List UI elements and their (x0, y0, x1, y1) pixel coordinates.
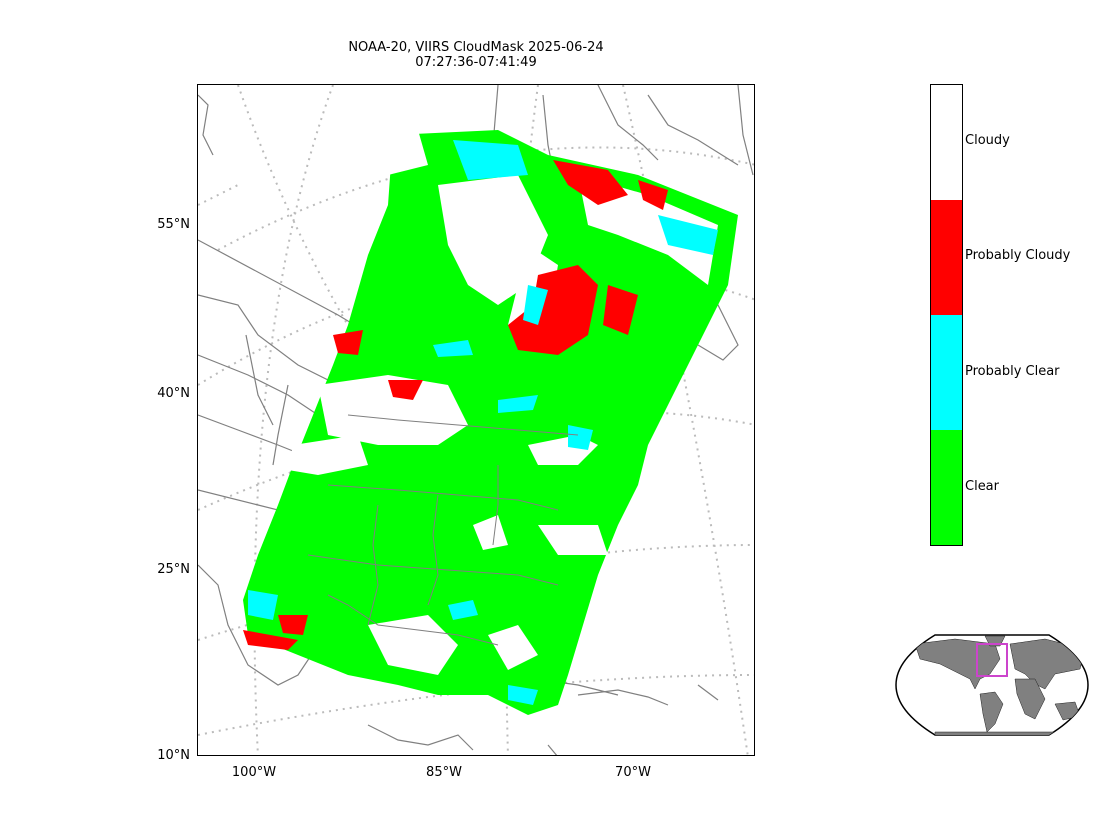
map-panel (197, 84, 755, 756)
inset-globe (895, 634, 1089, 736)
title-line-2: 07:27:36-07:41:49 (415, 55, 537, 70)
colorbar (930, 84, 963, 546)
lon-label-70w: 70°W (615, 765, 651, 780)
lat-label-10: 10°N (157, 748, 190, 763)
colorbar-probably-cloudy (931, 200, 962, 315)
lat-label-40: 40°N (157, 386, 190, 401)
lon-label-85w: 85°W (426, 765, 462, 780)
lat-label-55: 55°N (157, 217, 190, 232)
colorbar-label-probably-cloudy: Probably Cloudy (965, 248, 1071, 263)
colorbar-clear (931, 430, 962, 545)
lat-label-25: 25°N (157, 562, 190, 577)
map-title: NOAA-20, VIIRS CloudMask 2025-06-24 07:2… (197, 40, 755, 70)
cloudmask-swath (243, 130, 738, 720)
map-canvas (198, 85, 754, 755)
lon-label-100w: 100°W (231, 765, 277, 780)
colorbar-label-cloudy: Cloudy (965, 133, 1010, 148)
colorbar-probably-clear (931, 315, 962, 430)
title-line-1: NOAA-20, VIIRS CloudMask 2025-06-24 (348, 40, 604, 55)
overlay-borders (307, 414, 579, 646)
colorbar-label-probably-clear: Probably Clear (965, 364, 1060, 379)
colorbar-label-clear: Clear (965, 479, 999, 494)
inset-region-box (976, 643, 1008, 677)
colorbar-cloudy (931, 85, 962, 200)
